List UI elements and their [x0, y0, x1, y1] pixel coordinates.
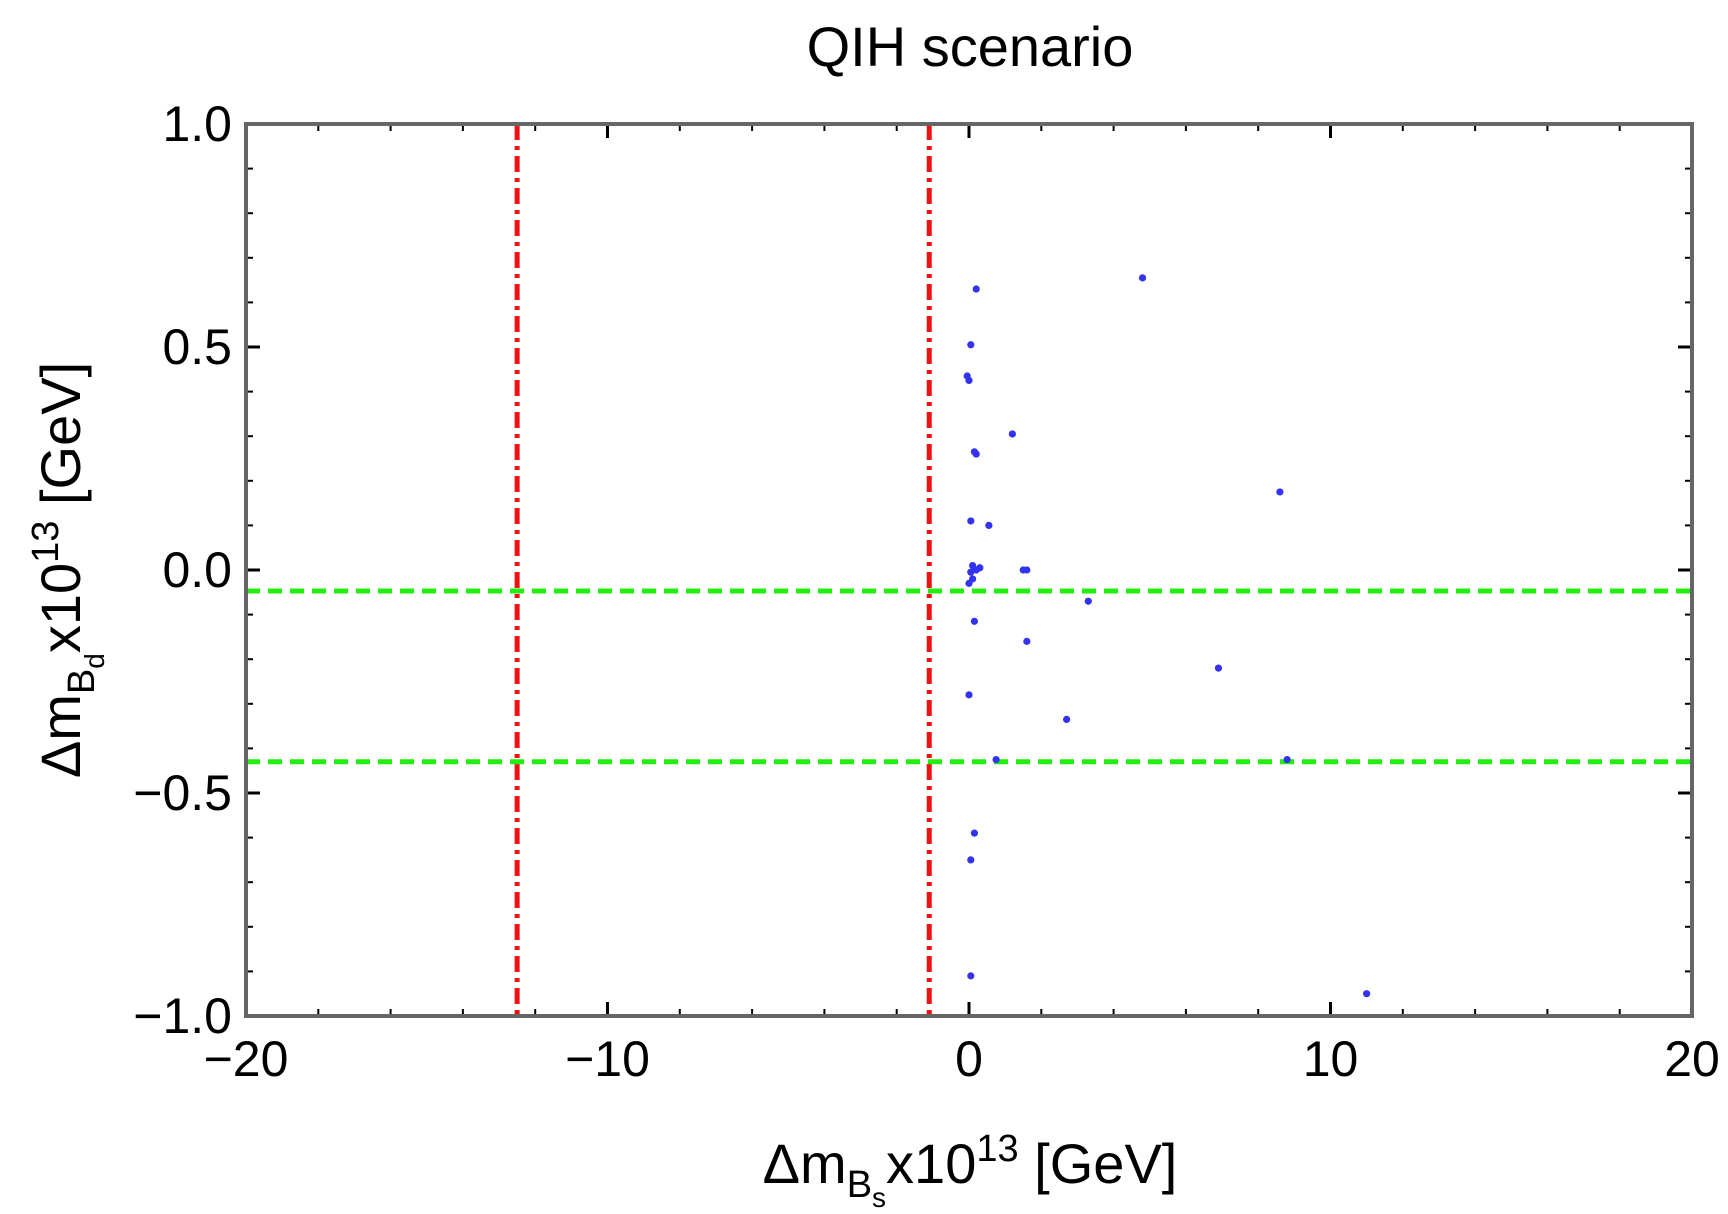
y-axis-label-prefix: Δm — [29, 694, 92, 778]
y-axis-tick-labels: −1.0 −0.5 0.0 0.5 1.0 — [133, 96, 232, 1044]
y-axis-label-suffix: [GeV] — [29, 362, 92, 521]
data-point-1 — [1138, 274, 1147, 282]
data-point-2 — [972, 285, 980, 293]
y-tick-label: 1.0 — [162, 96, 232, 152]
x-axis-label-sub: B — [847, 1164, 872, 1206]
plot-frame — [244, 122, 1694, 1018]
data-point-3 — [967, 341, 975, 349]
y-tick-label: 0.5 — [162, 319, 232, 375]
x-tick-label: −20 — [204, 1031, 289, 1087]
x-tick-label: 10 — [1303, 1031, 1359, 1087]
data-point-11 — [985, 521, 993, 530]
y-tick-label: −1.0 — [133, 988, 232, 1044]
data-point-30 — [967, 972, 975, 980]
data-point-24 — [965, 691, 973, 699]
y-axis-label-sup: 13 — [25, 521, 67, 563]
x-axis-label-prefix: Δm — [763, 1132, 847, 1195]
y-tick-label: −0.5 — [133, 765, 232, 821]
data-point-16 — [1023, 566, 1031, 574]
y-axis-label-mid: x10 — [29, 563, 92, 653]
x-axis-label-suffix: [GeV] — [1019, 1132, 1178, 1195]
data-point-22 — [1023, 637, 1031, 645]
x-axis-tick-labels: −20 −10 0 10 20 — [204, 1031, 1720, 1087]
data-point-14 — [972, 566, 980, 574]
x-tick-label: 20 — [1664, 1031, 1720, 1087]
x-axis-label-subsub: s — [872, 1182, 886, 1213]
data-point-31 — [1363, 990, 1371, 998]
data-point-19 — [965, 579, 973, 587]
data-point-25 — [1063, 715, 1071, 724]
x-axis-label-sup: 13 — [976, 1128, 1018, 1170]
data-points — [963, 274, 1371, 998]
x-tick-label: 0 — [955, 1031, 983, 1087]
data-point-29 — [967, 856, 975, 864]
plot-area — [244, 122, 1694, 1018]
x-tick-label: −10 — [565, 1031, 650, 1087]
data-point-9 — [1276, 488, 1284, 496]
data-point-20 — [1084, 597, 1092, 605]
y-axis-label-sub: B — [61, 669, 103, 694]
data-point-28 — [970, 829, 979, 837]
reference-lines — [246, 124, 1692, 1016]
data-point-17 — [967, 568, 975, 576]
y-tick-label: 0.0 — [162, 542, 232, 598]
x-axis-label: ΔmBsx1013 [GeV] — [763, 1128, 1178, 1213]
data-point-23 — [1214, 664, 1223, 672]
data-point-26 — [992, 755, 1000, 764]
data-point-6 — [1008, 430, 1016, 438]
data-point-21 — [970, 617, 979, 625]
data-point-27 — [1283, 755, 1291, 764]
x-axis-label-mid: x10 — [886, 1132, 976, 1195]
data-point-8 — [972, 450, 980, 458]
chart-title: QIH scenario — [807, 15, 1134, 78]
y-axis-label-subsub: d — [79, 653, 110, 669]
data-point-5 — [965, 376, 973, 385]
data-point-10 — [967, 517, 975, 525]
y-axis-label: ΔmBdx1013 [GeV] — [25, 362, 110, 778]
